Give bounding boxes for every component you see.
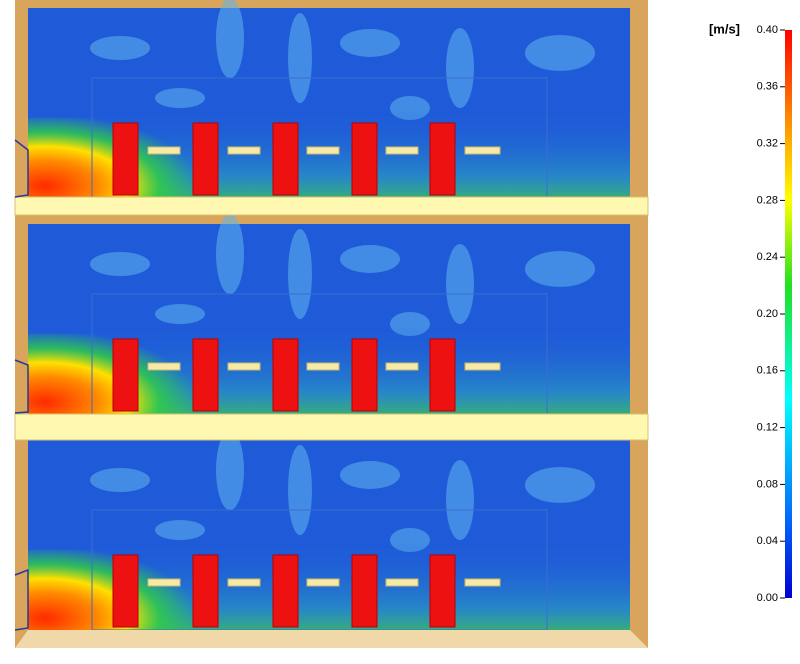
colorbar-tick-label: 0.20 <box>757 308 778 320</box>
colorbar-tick-label: 0.12 <box>757 422 778 434</box>
floor <box>15 630 648 648</box>
panel-upper <box>27 0 631 199</box>
colorbar-tick-label: 0.16 <box>757 365 778 377</box>
panel-lower <box>27 429 631 631</box>
colorbar-unit: [m/s] <box>709 21 740 36</box>
colorbar-tick-label: 0.36 <box>757 81 778 93</box>
shelf <box>14 413 649 441</box>
panel-middle <box>27 213 631 415</box>
colorbar-tick-label: 0.08 <box>757 478 778 490</box>
colorbar-tick-label: 0.04 <box>757 535 778 547</box>
colorbar-tick-label: 0.24 <box>757 251 778 263</box>
shelf <box>14 196 649 216</box>
colorbar-tick-label: 0.00 <box>757 592 778 604</box>
colorbar-tick-label: 0.32 <box>757 138 778 150</box>
colorbar-tick-label: 0.40 <box>757 24 778 36</box>
colorbar <box>785 30 792 598</box>
colorbar-tick-label: 0.28 <box>757 194 778 206</box>
inlets <box>14 139 29 631</box>
